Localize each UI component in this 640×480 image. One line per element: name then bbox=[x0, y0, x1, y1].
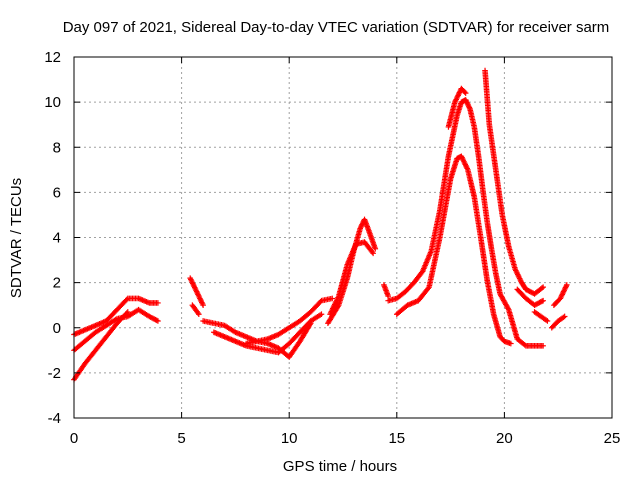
series-track-7 bbox=[211, 311, 325, 356]
series-track-17 bbox=[531, 309, 551, 324]
series-track-4 bbox=[187, 275, 206, 308]
y-tick-label: 2 bbox=[53, 275, 61, 292]
chart-title: Day 097 of 2021, Sidereal Day-to-day VTE… bbox=[63, 19, 610, 36]
x-tick-labels: 0 5 10 15 20 25 bbox=[70, 430, 621, 447]
series-track-15 bbox=[482, 67, 546, 297]
data-point bbox=[540, 284, 546, 290]
x-tick-label: 10 bbox=[281, 430, 298, 447]
series-track-14 bbox=[445, 85, 469, 130]
data-point bbox=[307, 320, 314, 327]
series-track-12 bbox=[385, 97, 546, 349]
series-track-16 bbox=[514, 286, 546, 308]
data-point bbox=[125, 309, 131, 315]
y-axis-label: SDTVAR / TECUs bbox=[8, 178, 25, 298]
y-tick-label: 6 bbox=[53, 184, 61, 201]
series-track-18 bbox=[548, 313, 568, 331]
y-tick-label: 0 bbox=[53, 320, 61, 337]
data-point bbox=[155, 300, 161, 306]
series-track-19 bbox=[551, 282, 570, 308]
data-point bbox=[544, 318, 551, 324]
data-point bbox=[155, 318, 161, 324]
y-tick-label: 10 bbox=[44, 94, 61, 111]
y-tick-label: 8 bbox=[53, 139, 61, 156]
y-tick-label: 4 bbox=[53, 230, 61, 247]
x-tick-label: 25 bbox=[604, 430, 621, 447]
data-point bbox=[370, 250, 376, 257]
data-point bbox=[329, 295, 336, 302]
data-point bbox=[508, 340, 514, 347]
x-tick-label: 20 bbox=[496, 430, 513, 447]
series-track-5 bbox=[189, 302, 202, 318]
data-point bbox=[461, 89, 468, 95]
axis-ticks bbox=[73, 56, 613, 419]
data-point bbox=[200, 302, 206, 308]
data-point bbox=[539, 285, 545, 291]
data-point bbox=[564, 282, 570, 288]
data-point bbox=[123, 310, 130, 316]
data-point bbox=[153, 317, 160, 324]
x-tick-label: 0 bbox=[70, 430, 78, 447]
series-track-11 bbox=[381, 282, 391, 299]
x-tick-label: 15 bbox=[388, 430, 405, 447]
series-track-10 bbox=[327, 239, 376, 318]
x-axis-label: GPS time / hours bbox=[283, 458, 397, 475]
data-point bbox=[462, 90, 469, 96]
data-point bbox=[521, 342, 528, 348]
data-point bbox=[372, 245, 379, 252]
y-tick-label: -4 bbox=[48, 410, 61, 427]
data-point bbox=[540, 343, 546, 349]
data-point bbox=[196, 311, 202, 318]
series-track-8 bbox=[243, 320, 314, 360]
y-tick-label: 12 bbox=[44, 49, 61, 66]
series-track-3 bbox=[71, 309, 131, 383]
data-point bbox=[539, 298, 545, 305]
data-point bbox=[123, 296, 130, 303]
data-point bbox=[369, 249, 375, 255]
series-track-1 bbox=[71, 295, 161, 338]
y-tick-label: -2 bbox=[48, 365, 61, 382]
data-point bbox=[318, 311, 325, 318]
data-point bbox=[561, 313, 568, 320]
data-point bbox=[540, 297, 546, 304]
x-tick-label: 5 bbox=[177, 430, 185, 447]
series-track-13 bbox=[394, 153, 514, 347]
series-track-6 bbox=[200, 295, 336, 345]
y-tick-labels: -4 -2 0 2 4 6 8 10 12 bbox=[44, 49, 61, 427]
